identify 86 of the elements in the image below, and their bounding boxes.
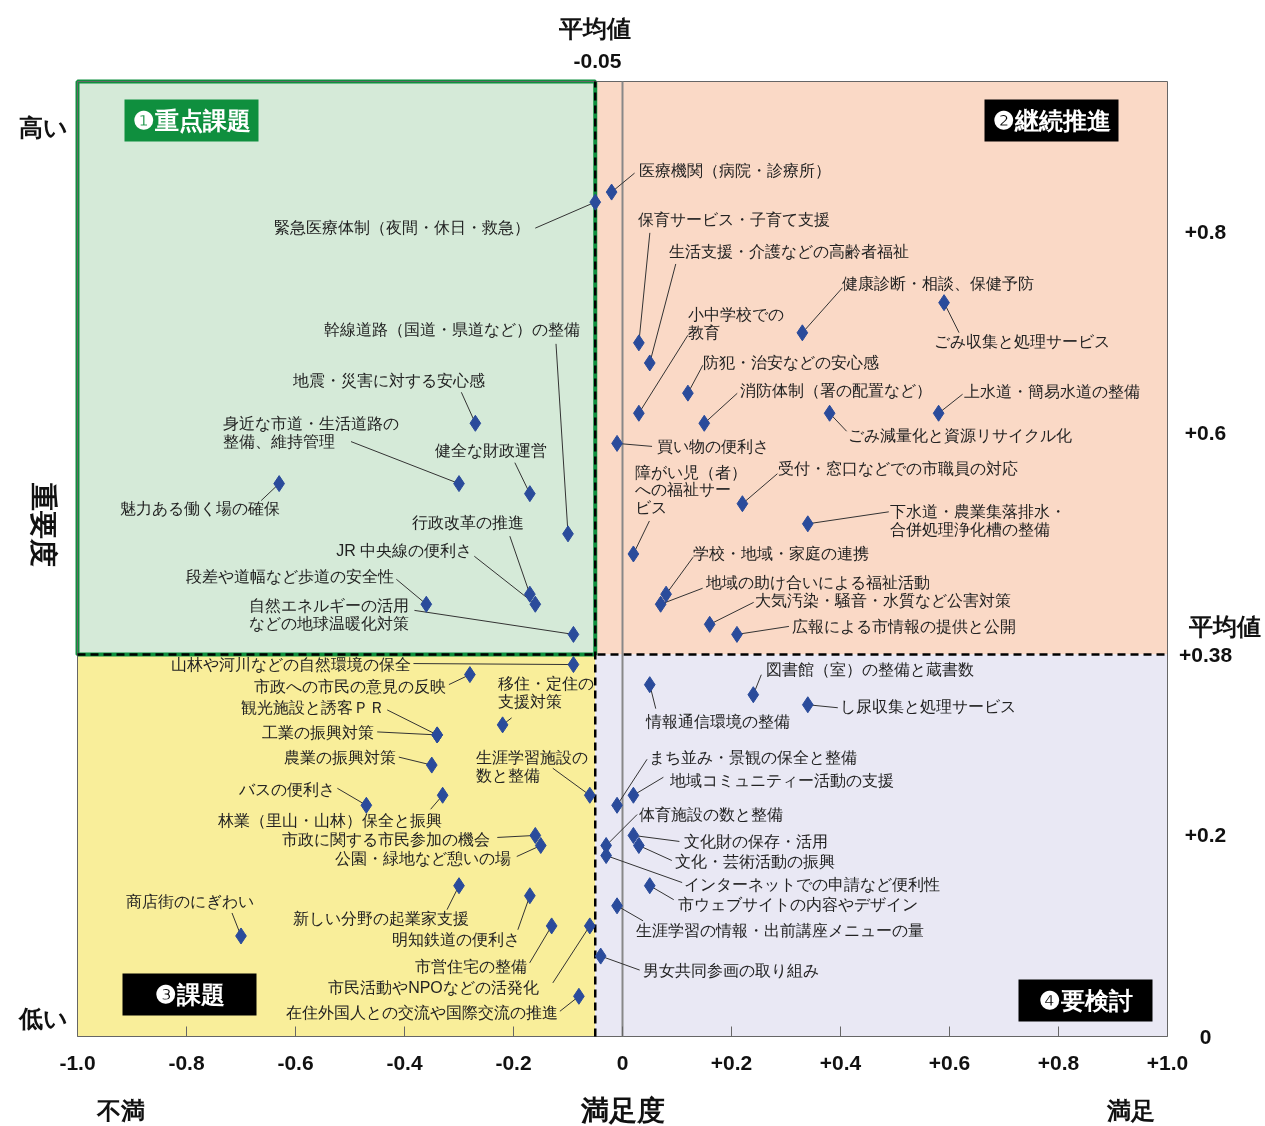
annotation: 市政に関する市民参加の機会 bbox=[282, 830, 491, 848]
annotation: 医療機関（病院・診療所） bbox=[638, 161, 831, 179]
annotation: 移住・定住の支援対策 bbox=[497, 675, 594, 711]
annotation: 学校・地域・家庭の連携 bbox=[693, 544, 870, 562]
annotation: 市民活動やNPOなどの活発化 bbox=[328, 979, 539, 997]
annotation: 下水道・農業集落排水・合併処理浄化槽の整備 bbox=[889, 503, 1066, 539]
annotation: 文化財の保存・活用 bbox=[684, 832, 829, 850]
annotation: 在住外国人との交流や国際交流の推進 bbox=[285, 1003, 558, 1021]
annotation: 図書館（室）の整備と蔵書数 bbox=[766, 661, 975, 679]
text: 高い bbox=[19, 114, 68, 141]
annotation: 市営住宅の整備 bbox=[414, 958, 527, 976]
x-tick-label: +0.4 bbox=[819, 1050, 862, 1074]
annotation: 障がい児（者）への福祉サービス bbox=[635, 463, 748, 517]
annotation: 工業の振興対策 bbox=[262, 724, 375, 742]
annotation: 文化・芸術活動の振興 bbox=[674, 853, 835, 870]
annotation: 健康診断・相談、保健予防 bbox=[842, 275, 1035, 293]
annotation: 新しい分野の起業家支援 bbox=[293, 910, 469, 928]
annotation: 段差や道幅など歩道の安全性 bbox=[186, 567, 395, 585]
x-tick-label: -0.6 bbox=[277, 1050, 314, 1074]
x-axis-title: 満足度 bbox=[579, 1095, 665, 1126]
annotation: 身近な市道・生活道路の整備、維持管理 bbox=[223, 415, 399, 451]
annotation: ❹要検討 bbox=[1038, 987, 1133, 1014]
annotation: 市政への市民の意見の反映 bbox=[253, 678, 446, 696]
annotation: 地震・災害に対する安心感 bbox=[292, 371, 486, 389]
annotation: 防犯・治安などの安心感 bbox=[702, 353, 879, 371]
annotation: 小中学校での教育 bbox=[687, 305, 784, 341]
annotation: 林業（里山・山林）保全と振興 bbox=[216, 811, 442, 829]
annotation: 男女共同参画の取り組み bbox=[642, 961, 819, 979]
annotation: 地域の助け合いによる福祉活動 bbox=[704, 573, 930, 591]
annotation: まち並み・景観の保全と整備 bbox=[649, 748, 858, 766]
annotation: ❷継続推進 bbox=[992, 107, 1111, 134]
annotation: バスの便利さ bbox=[238, 780, 336, 798]
annotation: 消防体制（署の配置など） bbox=[740, 381, 933, 399]
annotation: 情報通信環境の整備 bbox=[644, 713, 790, 731]
annotation: 買い物の便利さ bbox=[657, 437, 770, 455]
annotation: 上水道・簡易水道の整備 bbox=[963, 382, 1140, 400]
x-tick-label: -1.0 bbox=[59, 1050, 96, 1074]
annotation: ごみ減量化と資源リサイクル化 bbox=[847, 426, 1072, 444]
ref-line-label: 平均値 bbox=[558, 15, 632, 42]
annotation: ❶重点課題 bbox=[132, 107, 251, 134]
x-tick-label: +1.0 bbox=[1146, 1050, 1189, 1074]
y-tick-label: +0.8 bbox=[1184, 220, 1227, 244]
text: 不満 bbox=[95, 1097, 145, 1124]
x-tick-label: -0.8 bbox=[168, 1050, 205, 1074]
annotation: 保育サービス・子育て支援 bbox=[637, 211, 830, 229]
annotation: 山林や河川などの自然環境の保全 bbox=[171, 656, 412, 674]
y-tick-label: +0.6 bbox=[1184, 421, 1227, 445]
annotation: 商店街のにぎわい bbox=[126, 893, 254, 911]
annotation: し尿収集と処理サービス bbox=[839, 698, 1016, 716]
x-tick-label: +0.2 bbox=[710, 1050, 753, 1074]
annotation: 農業の振興対策 bbox=[283, 748, 396, 766]
text: 満足 bbox=[1105, 1097, 1155, 1124]
x-tick-label: +0.8 bbox=[1037, 1050, 1080, 1074]
annotation: 魅力ある働く場の確保 bbox=[120, 500, 281, 518]
annotation: 幹線道路（国道・県道など）の整備 bbox=[324, 321, 580, 339]
annotation: 受付・窓口などでの市職員の対応 bbox=[778, 460, 1019, 478]
annotation: 公園・緑地など憩いの場 bbox=[334, 850, 511, 867]
text: 低い bbox=[18, 1005, 68, 1032]
annotation: 広報による市情報の提供と公開 bbox=[791, 617, 1016, 635]
annotation: 地域コミュニティー活動の支援 bbox=[669, 771, 895, 789]
annotation: 大気汚染・騒音・水質など公害対策 bbox=[754, 591, 1011, 609]
y-tick-label: +0.38 bbox=[1178, 642, 1233, 666]
ref-line-label: 平均値 bbox=[1187, 613, 1261, 640]
annotation: インターネットでの申請など便利性 bbox=[684, 876, 941, 894]
annotation: 自然エネルギーの活用などの地球温暖化対策 bbox=[249, 596, 410, 632]
annotation: 健全な財政運営 bbox=[434, 442, 547, 460]
annotation: 観光施設と誘客ＰＲ bbox=[241, 699, 386, 717]
annotation: 生活支援・介護などの高齢者福祉 bbox=[668, 243, 909, 261]
annotation: JR 中央線の便利さ bbox=[336, 541, 473, 559]
annotation: 明知鉄道の便利さ bbox=[391, 931, 520, 949]
annotation: ごみ収集と処理サービス bbox=[934, 333, 1111, 351]
x-tick-label: +0.6 bbox=[928, 1050, 971, 1074]
annotation: 行政改革の推進 bbox=[411, 513, 524, 531]
y-tick-label: +0.2 bbox=[1184, 823, 1227, 847]
text: -0.05 bbox=[573, 48, 622, 72]
annotation: 市ウェブサイトの内容やデザイン bbox=[677, 896, 918, 914]
y-tick-label: 0 bbox=[1199, 1024, 1212, 1048]
x-tick-label: -0.2 bbox=[495, 1050, 532, 1074]
annotation: 生涯学習の情報・出前講座メニューの量 bbox=[636, 922, 925, 940]
annotation: 生涯学習施設の数と整備 bbox=[475, 748, 588, 784]
x-tick-label: 0 bbox=[616, 1050, 629, 1074]
annotation: 緊急医療体制（夜間・休日・救急） bbox=[274, 218, 531, 236]
x-tick-label: -0.4 bbox=[386, 1050, 423, 1074]
y-axis-title: 重要度 bbox=[28, 482, 59, 568]
annotation: 体育施設の数と整備 bbox=[639, 806, 784, 823]
annotation: ❸課題 bbox=[154, 981, 225, 1008]
